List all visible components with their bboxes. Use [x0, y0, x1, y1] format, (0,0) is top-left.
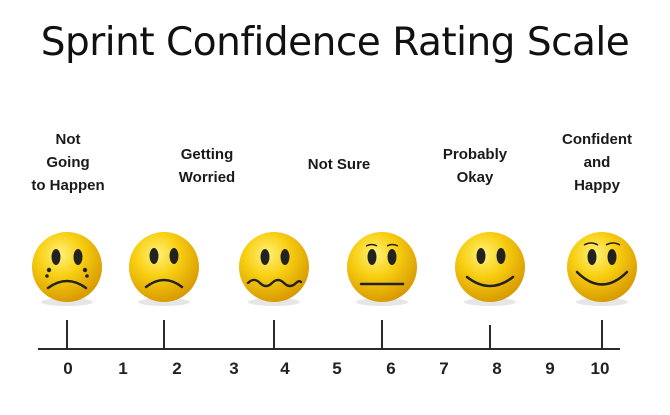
scale-number: 10: [590, 359, 610, 378]
label-line: to Happen: [31, 177, 105, 194]
label-line: Confident: [562, 131, 632, 148]
scale-number: 6: [386, 359, 396, 378]
worried-face-icon: [239, 232, 309, 306]
tick-6: [381, 320, 383, 349]
smiling-face-icon: [455, 232, 525, 306]
scale-number: 1: [118, 359, 128, 378]
label-not-going-to-happen: Not Going to Happen: [31, 128, 104, 197]
label-line: Not Sure: [307, 156, 371, 173]
scale-number: 2: [172, 359, 182, 378]
scale-number: 9: [545, 359, 555, 378]
tick-10: [601, 320, 603, 349]
scale-axis: [38, 348, 620, 350]
scale-number: 8: [492, 359, 502, 378]
label-confident-and-happy: Confident and Happy: [562, 128, 632, 197]
page-title: Sprint Confidence Rating Scale: [40, 20, 630, 65]
scale-number: 4: [280, 359, 290, 378]
label-getting-worried: Getting Worried: [179, 143, 235, 189]
label-line: Okay: [456, 169, 494, 186]
label-line: Not: [55, 131, 81, 148]
label-line: Happy: [574, 177, 620, 194]
scale-number: 3: [229, 359, 239, 378]
label-line: and: [583, 154, 611, 171]
label-line: Worried: [178, 169, 236, 186]
scale-number: 7: [439, 359, 449, 378]
crying-face-icon: [32, 232, 102, 306]
tick-2: [163, 320, 165, 349]
tick-4: [273, 320, 275, 349]
scale-number: 0: [63, 359, 73, 378]
label-line: Going: [46, 154, 90, 171]
scale-number: 5: [332, 359, 342, 378]
label-line: Probably: [442, 146, 508, 163]
label-not-sure: Not Sure: [308, 153, 371, 176]
tick-8: [489, 325, 491, 349]
sad-face-icon: [129, 232, 199, 306]
neutral-face-icon: [347, 232, 417, 306]
tick-0: [66, 320, 68, 349]
label-line: Getting: [180, 146, 234, 163]
happy-face-icon: [567, 232, 637, 306]
label-probably-okay: Probably Okay: [443, 143, 507, 189]
